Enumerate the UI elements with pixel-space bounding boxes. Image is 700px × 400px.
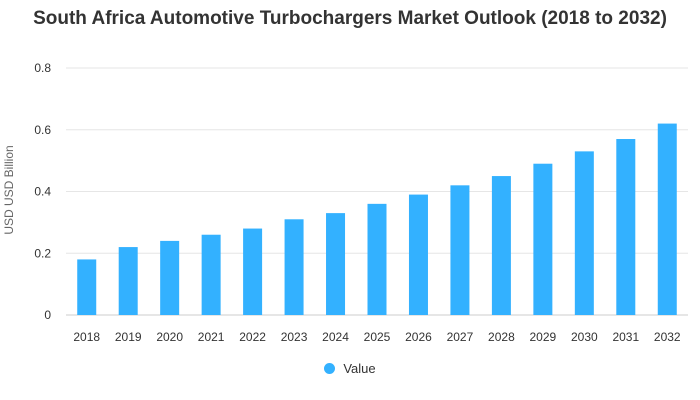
x-tick-label: 2019 <box>115 330 142 344</box>
x-tick-label: 2027 <box>447 330 474 344</box>
y-tick-label: 0.6 <box>34 123 51 137</box>
bar-2029 <box>533 163 553 315</box>
y-tick-label: 0 <box>44 308 51 322</box>
chart-title: South Africa Automotive Turbochargers Ma… <box>33 8 667 29</box>
bar-2020 <box>160 240 180 315</box>
y-tick-label: 0.4 <box>34 185 51 199</box>
x-tick-label: 2018 <box>73 330 100 344</box>
legend-label: Value <box>343 361 376 376</box>
bar-2031 <box>616 139 636 315</box>
x-tick-label: 2024 <box>322 330 349 344</box>
x-tick-label: 2032 <box>654 330 681 344</box>
bar-2019 <box>118 247 138 315</box>
x-tick-label: 2021 <box>198 330 225 344</box>
y-tick-label: 0.8 <box>34 61 51 75</box>
bar-2024 <box>326 213 346 315</box>
bar-2027 <box>450 185 470 315</box>
legend-swatch <box>324 363 336 374</box>
x-tick-label: 2025 <box>364 330 391 344</box>
x-tick-label: 2023 <box>281 330 308 344</box>
bar-2032 <box>657 123 677 315</box>
x-tick-label: 2026 <box>405 330 432 344</box>
bar-2026 <box>408 194 428 315</box>
legend: Value <box>0 361 700 376</box>
bar-2025 <box>367 203 387 315</box>
x-tick-label: 2020 <box>156 330 183 344</box>
x-tick-label: 2029 <box>530 330 557 344</box>
x-tick-label: 2022 <box>239 330 266 344</box>
bar-2021 <box>201 234 221 315</box>
x-tick-label: 2028 <box>488 330 515 344</box>
bar-2018 <box>77 259 97 315</box>
bar-2022 <box>243 228 263 315</box>
x-tick-label: 2030 <box>571 330 598 344</box>
bar-2030 <box>574 151 594 315</box>
x-tick-label: 2031 <box>612 330 639 344</box>
y-tick-label: 0.2 <box>34 246 51 260</box>
bar-2028 <box>491 176 511 315</box>
bar-2023 <box>284 219 304 315</box>
